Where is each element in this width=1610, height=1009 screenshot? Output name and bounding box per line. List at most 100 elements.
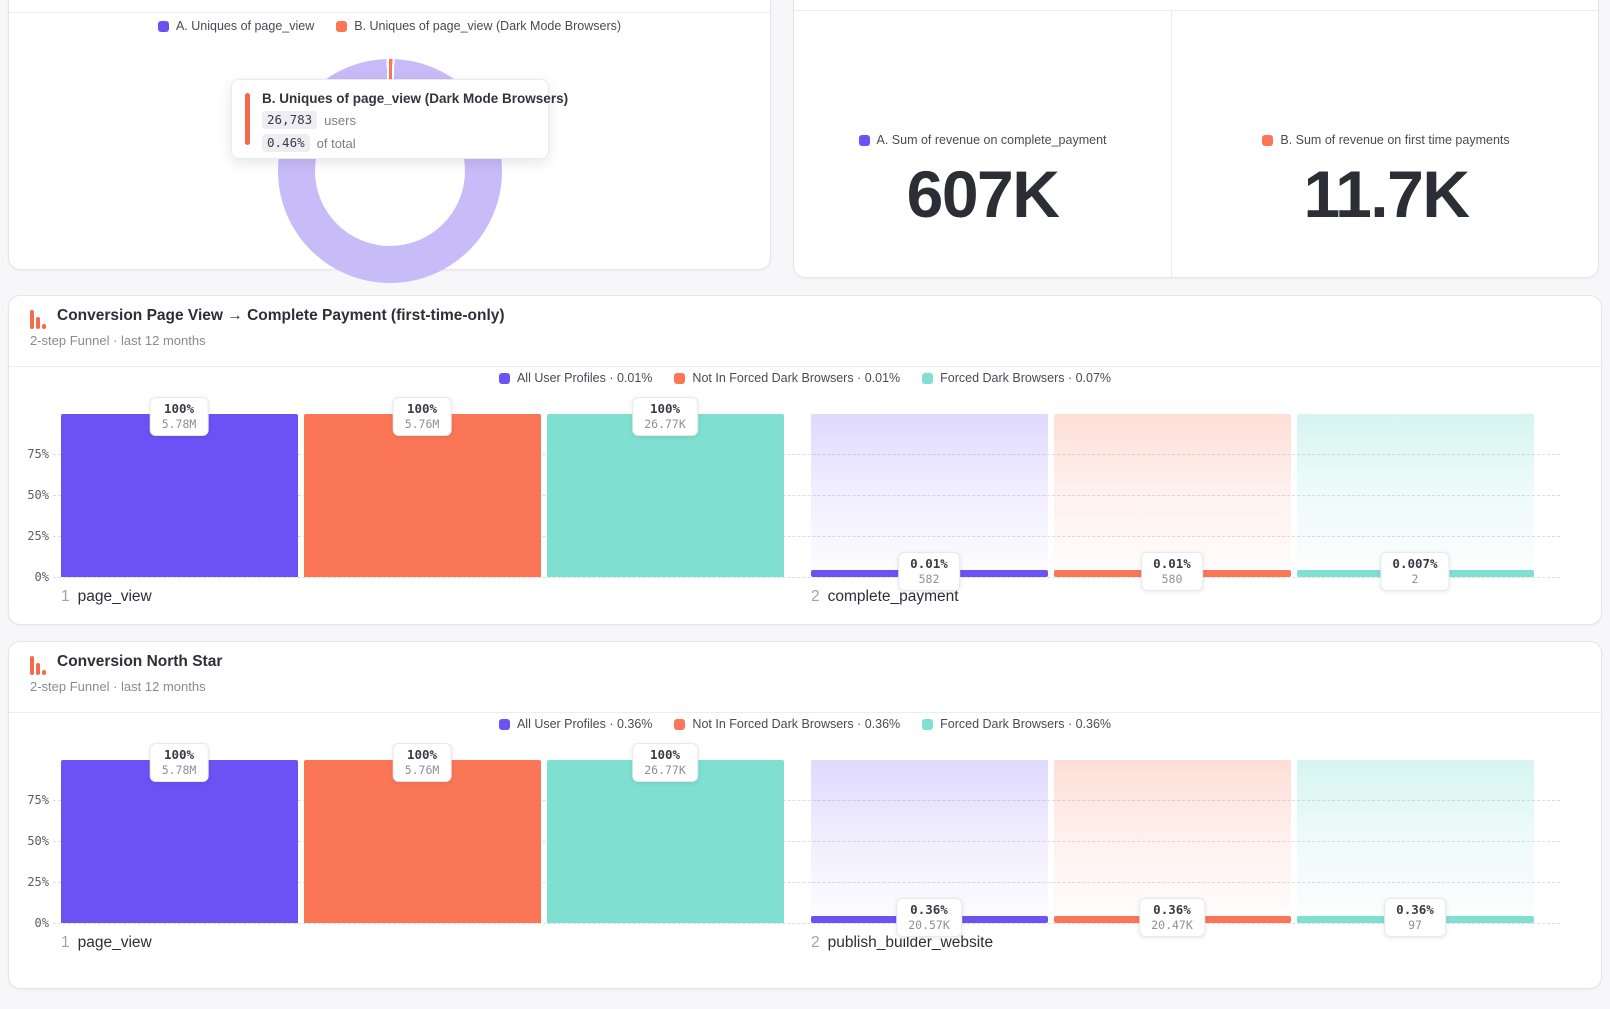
donut-tooltip: B. Uniques of page_view (Dark Mode Brows… [231, 79, 569, 159]
funnel-bar-step1-all-user-profiles[interactable] [61, 760, 298, 923]
bar-value-label: 100% 5.76M [392, 397, 452, 436]
card-funnel-page-view-complete-payment: Conversion Page View → Complete Payment … [8, 295, 1602, 625]
funnel-subtitle: 2-step Funnel · last 12 months [30, 679, 206, 694]
y-axis-tick: 50% [27, 488, 49, 502]
tooltip-users-value: 26,783 [262, 111, 318, 129]
legend-label: Not In Forced Dark Browsers · 0.36% [692, 717, 901, 731]
legend-label: Forced Dark Browsers · 0.36% [940, 717, 1112, 731]
legend-item-not-in-forced-dark[interactable]: Not In Forced Dark Browsers · 0.36% [674, 717, 900, 731]
funnel-legend: All User Profiles · 0.36% Not In Forced … [9, 717, 1601, 731]
y-axis-tick: 25% [27, 529, 49, 543]
legend-swatch-teal-icon [922, 372, 934, 384]
y-axis-tick: 50% [27, 834, 49, 848]
bar-value-label: 0.36% 20.57K [896, 898, 962, 937]
metric-legend: B. Sum of revenue on first time payments [1172, 133, 1600, 147]
funnel-bar-step1-forced-dark[interactable] [547, 414, 784, 577]
y-axis-tick: 75% [27, 447, 49, 461]
legend-swatch-orange-icon [1262, 134, 1274, 146]
gridline [53, 800, 1560, 801]
step-label-1: 1 page_view [61, 588, 152, 605]
card-uniques-donut: A. Uniques of page_view B. Uniques of pa… [8, 0, 771, 283]
funnel-ghost-step2-forced-dark[interactable] [1297, 760, 1534, 923]
y-axis-tick: 0% [34, 570, 49, 584]
metric-revenue-first-time: B. Sum of revenue on first time payments… [1172, 10, 1600, 277]
funnel-chart-icon [30, 655, 48, 675]
bar-value-label: 100% 5.78M [149, 743, 209, 782]
legend-swatch-purple-icon [157, 20, 169, 32]
funnel-bar-step1-forced-dark[interactable] [547, 760, 784, 923]
legend-swatch-teal-icon [922, 718, 934, 730]
funnel-chart-icon [30, 309, 48, 329]
bar-value-label: 100% 5.76M [392, 743, 452, 782]
funnel-ghost-step2-all-user-profiles[interactable] [811, 760, 1048, 923]
card-header-divider [9, 366, 1601, 367]
bar-value-label: 0.01% 582 [898, 552, 960, 591]
funnel-ghost-step2-all-user-profiles[interactable] [811, 414, 1048, 577]
funnel-bar-step1-not-in-forced-dark[interactable] [304, 414, 541, 577]
metric-legend: A. Sum of revenue on complete_payment [794, 133, 1171, 147]
legend-swatch-purple-icon [858, 134, 870, 146]
funnel-ghost-step2-forced-dark[interactable] [1297, 414, 1534, 577]
funnel-subtitle: 2-step Funnel · last 12 months [30, 333, 206, 348]
legend-item-all-user-profiles[interactable]: All User Profiles · 0.36% [498, 717, 653, 731]
legend-swatch-purple-icon [498, 718, 510, 730]
legend-swatch-orange-icon [674, 718, 686, 730]
bar-value-label: 100% 26.77K [632, 743, 698, 782]
funnel-title: Conversion North Star [57, 653, 223, 670]
legend-swatch-orange-icon [674, 372, 686, 384]
bar-value-label: 0.007% 2 [1380, 552, 1450, 591]
legend-item-forced-dark[interactable]: Forced Dark Browsers · 0.36% [922, 717, 1111, 731]
gridline [53, 882, 1560, 883]
legend-item-revenue-a[interactable]: A. Sum of revenue on complete_payment [858, 133, 1107, 147]
legend-label: All User Profiles · 0.36% [516, 717, 653, 731]
card-header-divider [9, 12, 770, 13]
y-axis-tick: 25% [27, 875, 49, 889]
bar-value-label: 0.36% 97 [1384, 898, 1446, 937]
legend-label: B. Uniques of page_view (Dark Mode Brows… [354, 19, 622, 33]
step-label-2: 2 complete_payment [811, 588, 959, 605]
card-revenue-metrics: A. Sum of revenue on complete_payment 60… [793, 0, 1599, 278]
legend-swatch-orange-icon [336, 20, 348, 32]
metric-value: 607K [906, 157, 1060, 231]
funnel-ghost-step2-not-in-forced-dark[interactable] [1054, 414, 1291, 577]
tooltip-users-label: users [324, 112, 356, 128]
bar-value-label: 0.01% 580 [1141, 552, 1203, 591]
gridline [53, 841, 1560, 842]
tooltip-percent-label: of total [316, 135, 356, 151]
legend-label: All User Profiles · 0.01% [516, 371, 653, 385]
funnel-title: Conversion Page View → Complete Payment … [57, 307, 505, 324]
legend-item-uniques-b[interactable]: B. Uniques of page_view (Dark Mode Brows… [336, 19, 621, 33]
gridline [53, 495, 1560, 496]
metric-value: 11.7K [1303, 157, 1470, 231]
legend-item-all-user-profiles[interactable]: All User Profiles · 0.01% [498, 371, 653, 385]
gridline [53, 454, 1560, 455]
gridline [53, 923, 1560, 924]
step-label-1: 1 page_view [61, 934, 152, 951]
funnel-legend: All User Profiles · 0.01% Not In Forced … [9, 371, 1601, 385]
gridline [53, 536, 1560, 537]
legend-label: Forced Dark Browsers · 0.07% [940, 371, 1112, 385]
bar-value-label: 100% 26.77K [632, 397, 698, 436]
legend-swatch-purple-icon [498, 372, 510, 384]
funnel-bar-step1-not-in-forced-dark[interactable] [304, 760, 541, 923]
card-header-divider [9, 712, 1601, 713]
legend-item-forced-dark[interactable]: Forced Dark Browsers · 0.07% [922, 371, 1111, 385]
tooltip-percent-value: 0.46% [262, 134, 310, 152]
legend-label: Not In Forced Dark Browsers · 0.01% [692, 371, 901, 385]
legend-item-uniques-a[interactable]: A. Uniques of page_view [157, 19, 314, 33]
legend-label: B. Sum of revenue on first time payments [1280, 133, 1510, 147]
bar-value-label: 0.36% 20.47K [1139, 898, 1205, 937]
metric-revenue-complete-payment: A. Sum of revenue on complete_payment 60… [794, 10, 1171, 277]
tooltip-title: B. Uniques of page_view (Dark Mode Brows… [262, 91, 569, 106]
funnel-ghost-step2-not-in-forced-dark[interactable] [1054, 760, 1291, 923]
funnel-bar-step1-all-user-profiles[interactable] [61, 414, 298, 577]
tooltip-accent-bar [245, 93, 250, 145]
y-axis-tick: 0% [34, 916, 49, 930]
tooltip-percent-row: 0.46% of total [262, 134, 534, 152]
gridline [53, 577, 1560, 578]
legend-item-not-in-forced-dark[interactable]: Not In Forced Dark Browsers · 0.01% [674, 371, 900, 385]
card-funnel-north-star: Conversion North Star 2-step Funnel · la… [8, 641, 1602, 989]
legend-label: A. Sum of revenue on complete_payment [876, 133, 1107, 147]
legend-item-revenue-b[interactable]: B. Sum of revenue on first time payments [1262, 133, 1510, 147]
